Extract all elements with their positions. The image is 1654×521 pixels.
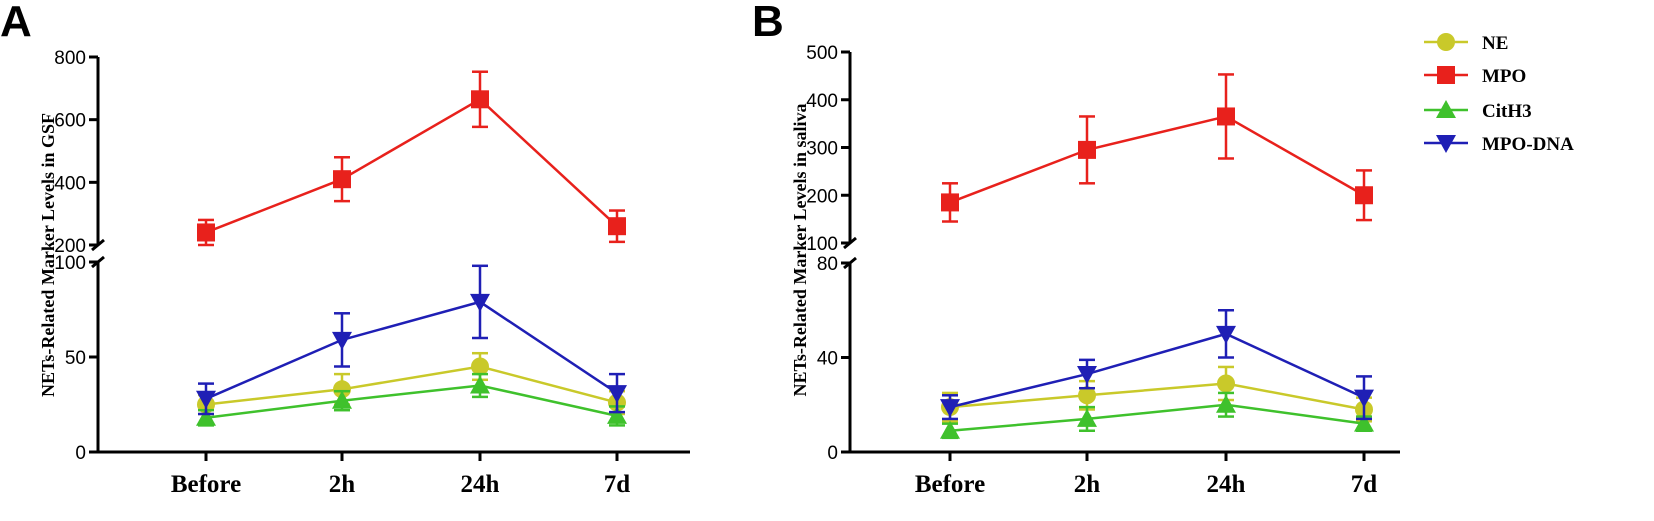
panel-b-y-tick-label: 0 bbox=[827, 443, 838, 464]
panel-b-series-ne-point-2h bbox=[1078, 386, 1096, 405]
panel-a-x-tick-label-24h: 24h bbox=[461, 471, 500, 498]
panel-b-series-mpo-point-7d bbox=[1355, 186, 1373, 205]
panel-b-letter: B bbox=[752, 0, 784, 46]
panel-b-series-ne-line bbox=[949, 382, 1365, 411]
legend-label-ne: NE bbox=[1482, 33, 1508, 54]
panel-a-y-tick-label: 0 bbox=[75, 443, 86, 464]
panel-b-x-tick-label-before: Before bbox=[915, 471, 985, 498]
panel-a-y-axis-label: NETs-Related Marker Levels in GSF bbox=[38, 113, 58, 397]
legend-item-mpo: MPO bbox=[1424, 66, 1526, 87]
panel-b-series-cith3-line bbox=[949, 403, 1365, 432]
panel-a-y-tick-label: 400 bbox=[54, 173, 86, 194]
panel-b-series-mpo-dna-line bbox=[949, 332, 1365, 409]
panel-a-series-ne-point-24h bbox=[471, 357, 489, 376]
panel-b-y-tick-label: 100 bbox=[806, 234, 838, 255]
panel-a-series-cith3-point-7d bbox=[607, 405, 627, 424]
panel-b-y-tick-label: 80 bbox=[817, 254, 838, 275]
panel-b-y-tick-label: 300 bbox=[806, 139, 838, 160]
panel-a-series-mpo-point-before bbox=[197, 223, 215, 242]
panel-a-series-mpo-dna-line bbox=[205, 300, 618, 400]
panel-b-series-mpo-dna-point-before bbox=[940, 399, 960, 418]
panel-a-series-mpo-dna-point-before bbox=[196, 390, 216, 409]
legend-marker-ne bbox=[1437, 33, 1455, 51]
panel-a-series-mpo-dna-point-24h bbox=[470, 293, 490, 312]
legend-marker-mpo-dna bbox=[1436, 135, 1456, 153]
panel-a-series-mpo-point-2h bbox=[333, 170, 351, 189]
panel-a-series-cith3-point-24h bbox=[470, 375, 490, 394]
panel-a-x-tick-label-7d: 7d bbox=[604, 471, 631, 498]
panel-a-x-tick-label-2h: 2h bbox=[329, 471, 356, 498]
panel-b-y-tick-label: 500 bbox=[806, 43, 838, 64]
legend: NE MPO CitH3 MPO-DNA bbox=[1424, 33, 1574, 155]
panel-b-series-cith3-point-24h bbox=[1216, 394, 1236, 413]
panel-b-y-tick-label: 40 bbox=[817, 349, 838, 370]
panel-a-y-tick-label: 50 bbox=[65, 348, 86, 369]
panel-a-series-ne-line bbox=[205, 365, 618, 406]
panel-a-series-mpo-point-24h bbox=[471, 90, 489, 109]
panel-b-series-mpo-dna-point-7d bbox=[1354, 389, 1374, 408]
panel-b-series-mpo-point-2h bbox=[1078, 140, 1096, 159]
panel-a-x-tick-label-before: Before bbox=[171, 471, 241, 498]
panel-a-series-cith3-line bbox=[205, 384, 618, 420]
panel-b-series-mpo-dna-point-2h bbox=[1077, 366, 1097, 385]
panel-b-series-ne-point-24h bbox=[1217, 374, 1235, 393]
legend-item-mpo-dna: MPO-DNA bbox=[1424, 134, 1574, 155]
panel-b-series-mpo-point-24h bbox=[1217, 107, 1235, 126]
legend-label-cith3: CitH3 bbox=[1482, 101, 1532, 122]
panel-a: A NETs-Related Marker Levels in GSF 0 50 1… bbox=[0, 0, 690, 498]
panel-b-x-tick-label-24h: 24h bbox=[1207, 471, 1246, 498]
panel-b-series-cith3-point-before bbox=[940, 420, 960, 439]
legend-item-ne: NE bbox=[1424, 33, 1508, 54]
panel-b-series-cith3-point-7d bbox=[1354, 413, 1374, 432]
panel-a-series-mpo-dna-point-2h bbox=[332, 331, 352, 350]
panel-b-y-tick-label: 200 bbox=[806, 186, 838, 207]
panel-a-letter: A bbox=[0, 0, 32, 46]
legend-label-mpo-dna: MPO-DNA bbox=[1482, 134, 1574, 155]
panel-b-y-axis-label: NETs-Related Marker Levels in saliva bbox=[790, 104, 810, 397]
panel-b-x-tick-label-7d: 7d bbox=[1351, 471, 1378, 498]
panel-b-series-cith3-point-2h bbox=[1077, 408, 1097, 427]
panel-b: B NETs-Related Marker Levels in saliva 0… bbox=[752, 0, 1400, 498]
panel-b-y-tick-label: 400 bbox=[806, 91, 838, 112]
panel-a-series-cith3-point-2h bbox=[332, 390, 352, 409]
panel-a-y-tick-label: 200 bbox=[54, 236, 86, 257]
panel-a-series-mpo-dna-point-7d bbox=[607, 385, 627, 404]
panel-a-y-tick-label: 800 bbox=[54, 48, 86, 69]
panel-b-series-mpo-dna-point-24h bbox=[1216, 325, 1236, 344]
panel-a-series-mpo-point-7d bbox=[608, 217, 626, 236]
panel-b-x-tick-label-2h: 2h bbox=[1074, 471, 1101, 498]
panel-a-y-tick-label: 600 bbox=[54, 111, 86, 132]
panel-a-y-tick-label: 100 bbox=[54, 253, 86, 274]
panel-b-series-mpo-line bbox=[949, 115, 1365, 204]
legend-marker-mpo bbox=[1437, 66, 1455, 84]
panel-b-series-mpo-point-before bbox=[941, 193, 959, 212]
legend-marker-cith3 bbox=[1436, 100, 1456, 118]
panel-a-series-ne-point-2h bbox=[333, 380, 351, 399]
panel-a-series-cith3-point-before bbox=[196, 407, 216, 426]
legend-label-mpo: MPO bbox=[1482, 66, 1526, 87]
panel-a-series-mpo-line bbox=[205, 97, 618, 234]
legend-item-cith3: CitH3 bbox=[1424, 100, 1532, 122]
